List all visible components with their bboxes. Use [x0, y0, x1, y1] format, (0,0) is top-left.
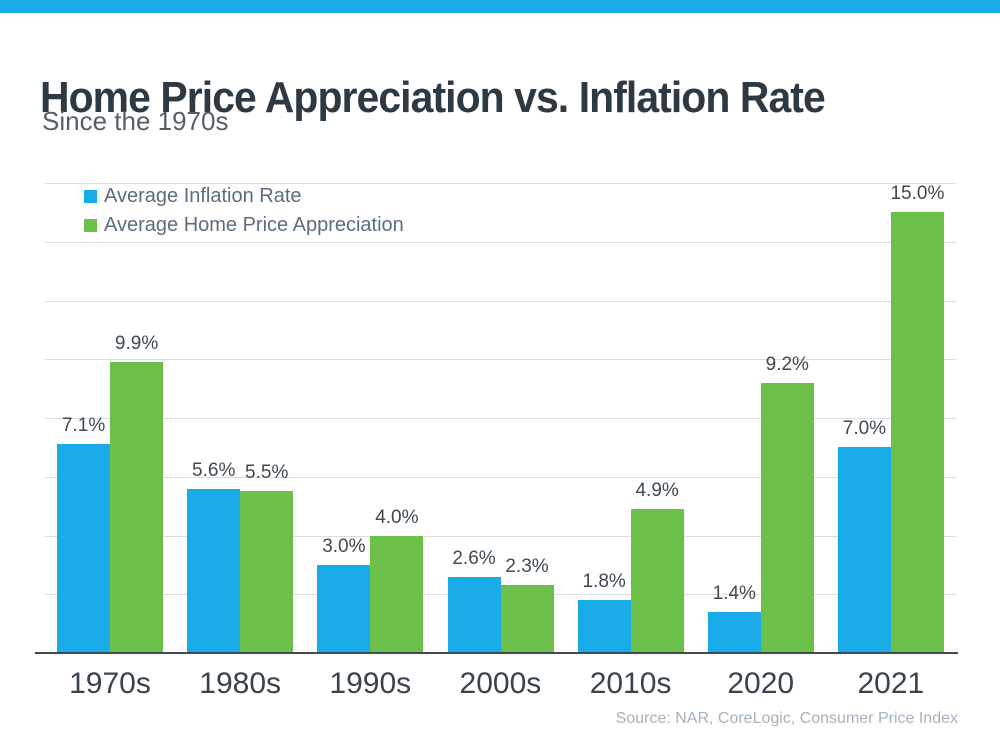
bar-inflation-2010s	[577, 600, 631, 653]
legend-item-appreciation: Average Home Price Appreciation	[84, 211, 404, 240]
bar-inflation-2000s	[447, 576, 501, 653]
category-label-1990s: 1990s	[329, 667, 412, 700]
category-label-2020: 2020	[727, 667, 795, 700]
bar-appreciation-2021	[890, 212, 944, 653]
bar-value-label: 1.4%	[712, 582, 756, 604]
bar-appreciation-1980s	[240, 491, 294, 653]
chart-legend: Average Inflation Rate Average Home Pric…	[84, 182, 404, 240]
category-label-1970s: 1970s	[69, 667, 151, 700]
bar-value-label: 7.1%	[61, 415, 106, 437]
page-subtitle: Since the 1970s	[42, 106, 229, 136]
accent-top-strip	[0, 0, 1000, 13]
gridline	[45, 359, 956, 361]
bar-inflation-1990s	[317, 564, 371, 653]
bar-value-label: 2.6%	[452, 547, 496, 569]
bar-value-label: 4.0%	[375, 506, 419, 528]
bar-appreciation-1990s	[370, 535, 424, 653]
gridline	[45, 241, 956, 243]
category-label-1980s: 1980s	[199, 667, 282, 700]
inflation-legend-swatch-icon	[84, 190, 97, 203]
legend-label-inflation: Average Inflation Rate	[104, 185, 302, 207]
bar-value-label: 7.0%	[842, 418, 887, 440]
x-axis-line	[35, 652, 958, 654]
gridline	[45, 418, 956, 419]
bar-value-label: 5.6%	[192, 459, 236, 481]
appreciation-legend-swatch-icon	[84, 219, 97, 232]
bar-value-label: 15.0%	[890, 183, 945, 205]
legend-item-inflation: Average Inflation Rate	[84, 182, 404, 211]
legend-label-appreciation: Average Home Price Appreciation	[104, 214, 404, 236]
gridline	[45, 535, 956, 537]
gridline	[45, 476, 956, 478]
category-label-2021: 2021	[857, 667, 925, 700]
bar-value-label: 1.8%	[582, 571, 626, 593]
gridline	[45, 300, 956, 302]
bar-value-label: 5.5%	[245, 462, 289, 484]
gridline	[45, 183, 956, 184]
bar-inflation-1980s	[187, 488, 241, 653]
bar-inflation-1970s	[57, 444, 111, 653]
category-label-2000s: 2000s	[459, 667, 542, 700]
bar-appreciation-2020	[760, 382, 814, 653]
category-label-2010s: 2010s	[589, 667, 672, 700]
bar-appreciation-1970s	[110, 362, 164, 653]
page-title: Home Price Appreciation vs. Inflation Ra…	[40, 73, 826, 123]
bar-value-label: 9.2%	[765, 353, 809, 375]
bar-value-label: 9.9%	[114, 333, 159, 355]
bar-inflation-2021	[837, 447, 891, 653]
bar-appreciation-2000s	[500, 585, 554, 653]
bar-value-label: 2.3%	[505, 556, 549, 578]
bar-value-label: 4.9%	[635, 480, 679, 502]
bar-appreciation-2010s	[630, 509, 684, 653]
bar-inflation-2020	[707, 611, 761, 653]
bar-value-label: 3.0%	[322, 535, 366, 557]
source-attribution: Source: NAR, CoreLogic, Consumer Price I…	[615, 710, 958, 727]
